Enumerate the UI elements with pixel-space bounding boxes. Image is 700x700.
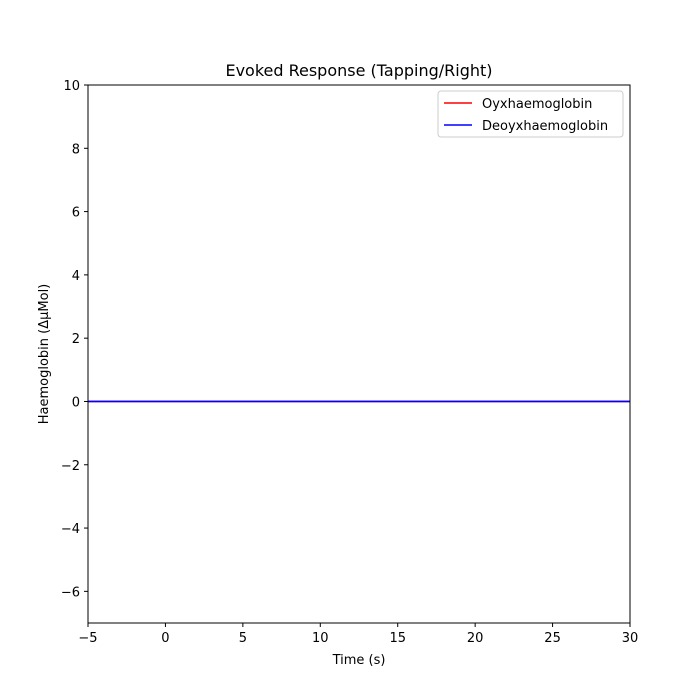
y-tick-label: −2 <box>61 459 80 474</box>
legend: Oyxhaemoglobin Deoyxhaemoglobin <box>437 90 624 138</box>
x-tick-label: 0 <box>161 631 169 646</box>
x-axis: −5 0 5 10 15 20 25 30 <box>78 623 638 646</box>
x-tick-label: 15 <box>389 631 406 646</box>
legend-label: Oyxhaemoglobin <box>482 97 592 112</box>
y-tick-label: 4 <box>72 269 80 284</box>
plot-area <box>87 84 631 624</box>
x-tick-label: 20 <box>467 631 484 646</box>
x-tick-label: 5 <box>239 631 247 646</box>
legend-box <box>437 90 624 138</box>
y-tick-label: 0 <box>72 395 80 410</box>
x-tick-label: 30 <box>622 631 639 646</box>
legend-label: Deoyxhaemoglobin <box>482 119 608 134</box>
x-tick-label: 10 <box>312 631 329 646</box>
y-axis-label: Haemoglobin (ΔμMol) <box>37 284 52 425</box>
x-tick-label: 25 <box>544 631 561 646</box>
x-tick-label: −5 <box>78 631 97 646</box>
y-tick-label: 8 <box>72 142 80 157</box>
x-axis-label: Time (s) <box>332 653 386 668</box>
y-axis: −6 −4 −2 0 2 4 6 8 10 <box>61 79 88 600</box>
y-tick-label: −6 <box>61 585 80 600</box>
plot-frame <box>87 84 631 624</box>
y-tick-label: 6 <box>72 206 80 221</box>
chart-title: Evoked Response (Tapping/Right) <box>225 61 492 80</box>
y-tick-label: 2 <box>72 332 80 347</box>
y-tick-label: −4 <box>61 522 80 537</box>
y-tick-label: 10 <box>63 79 80 94</box>
